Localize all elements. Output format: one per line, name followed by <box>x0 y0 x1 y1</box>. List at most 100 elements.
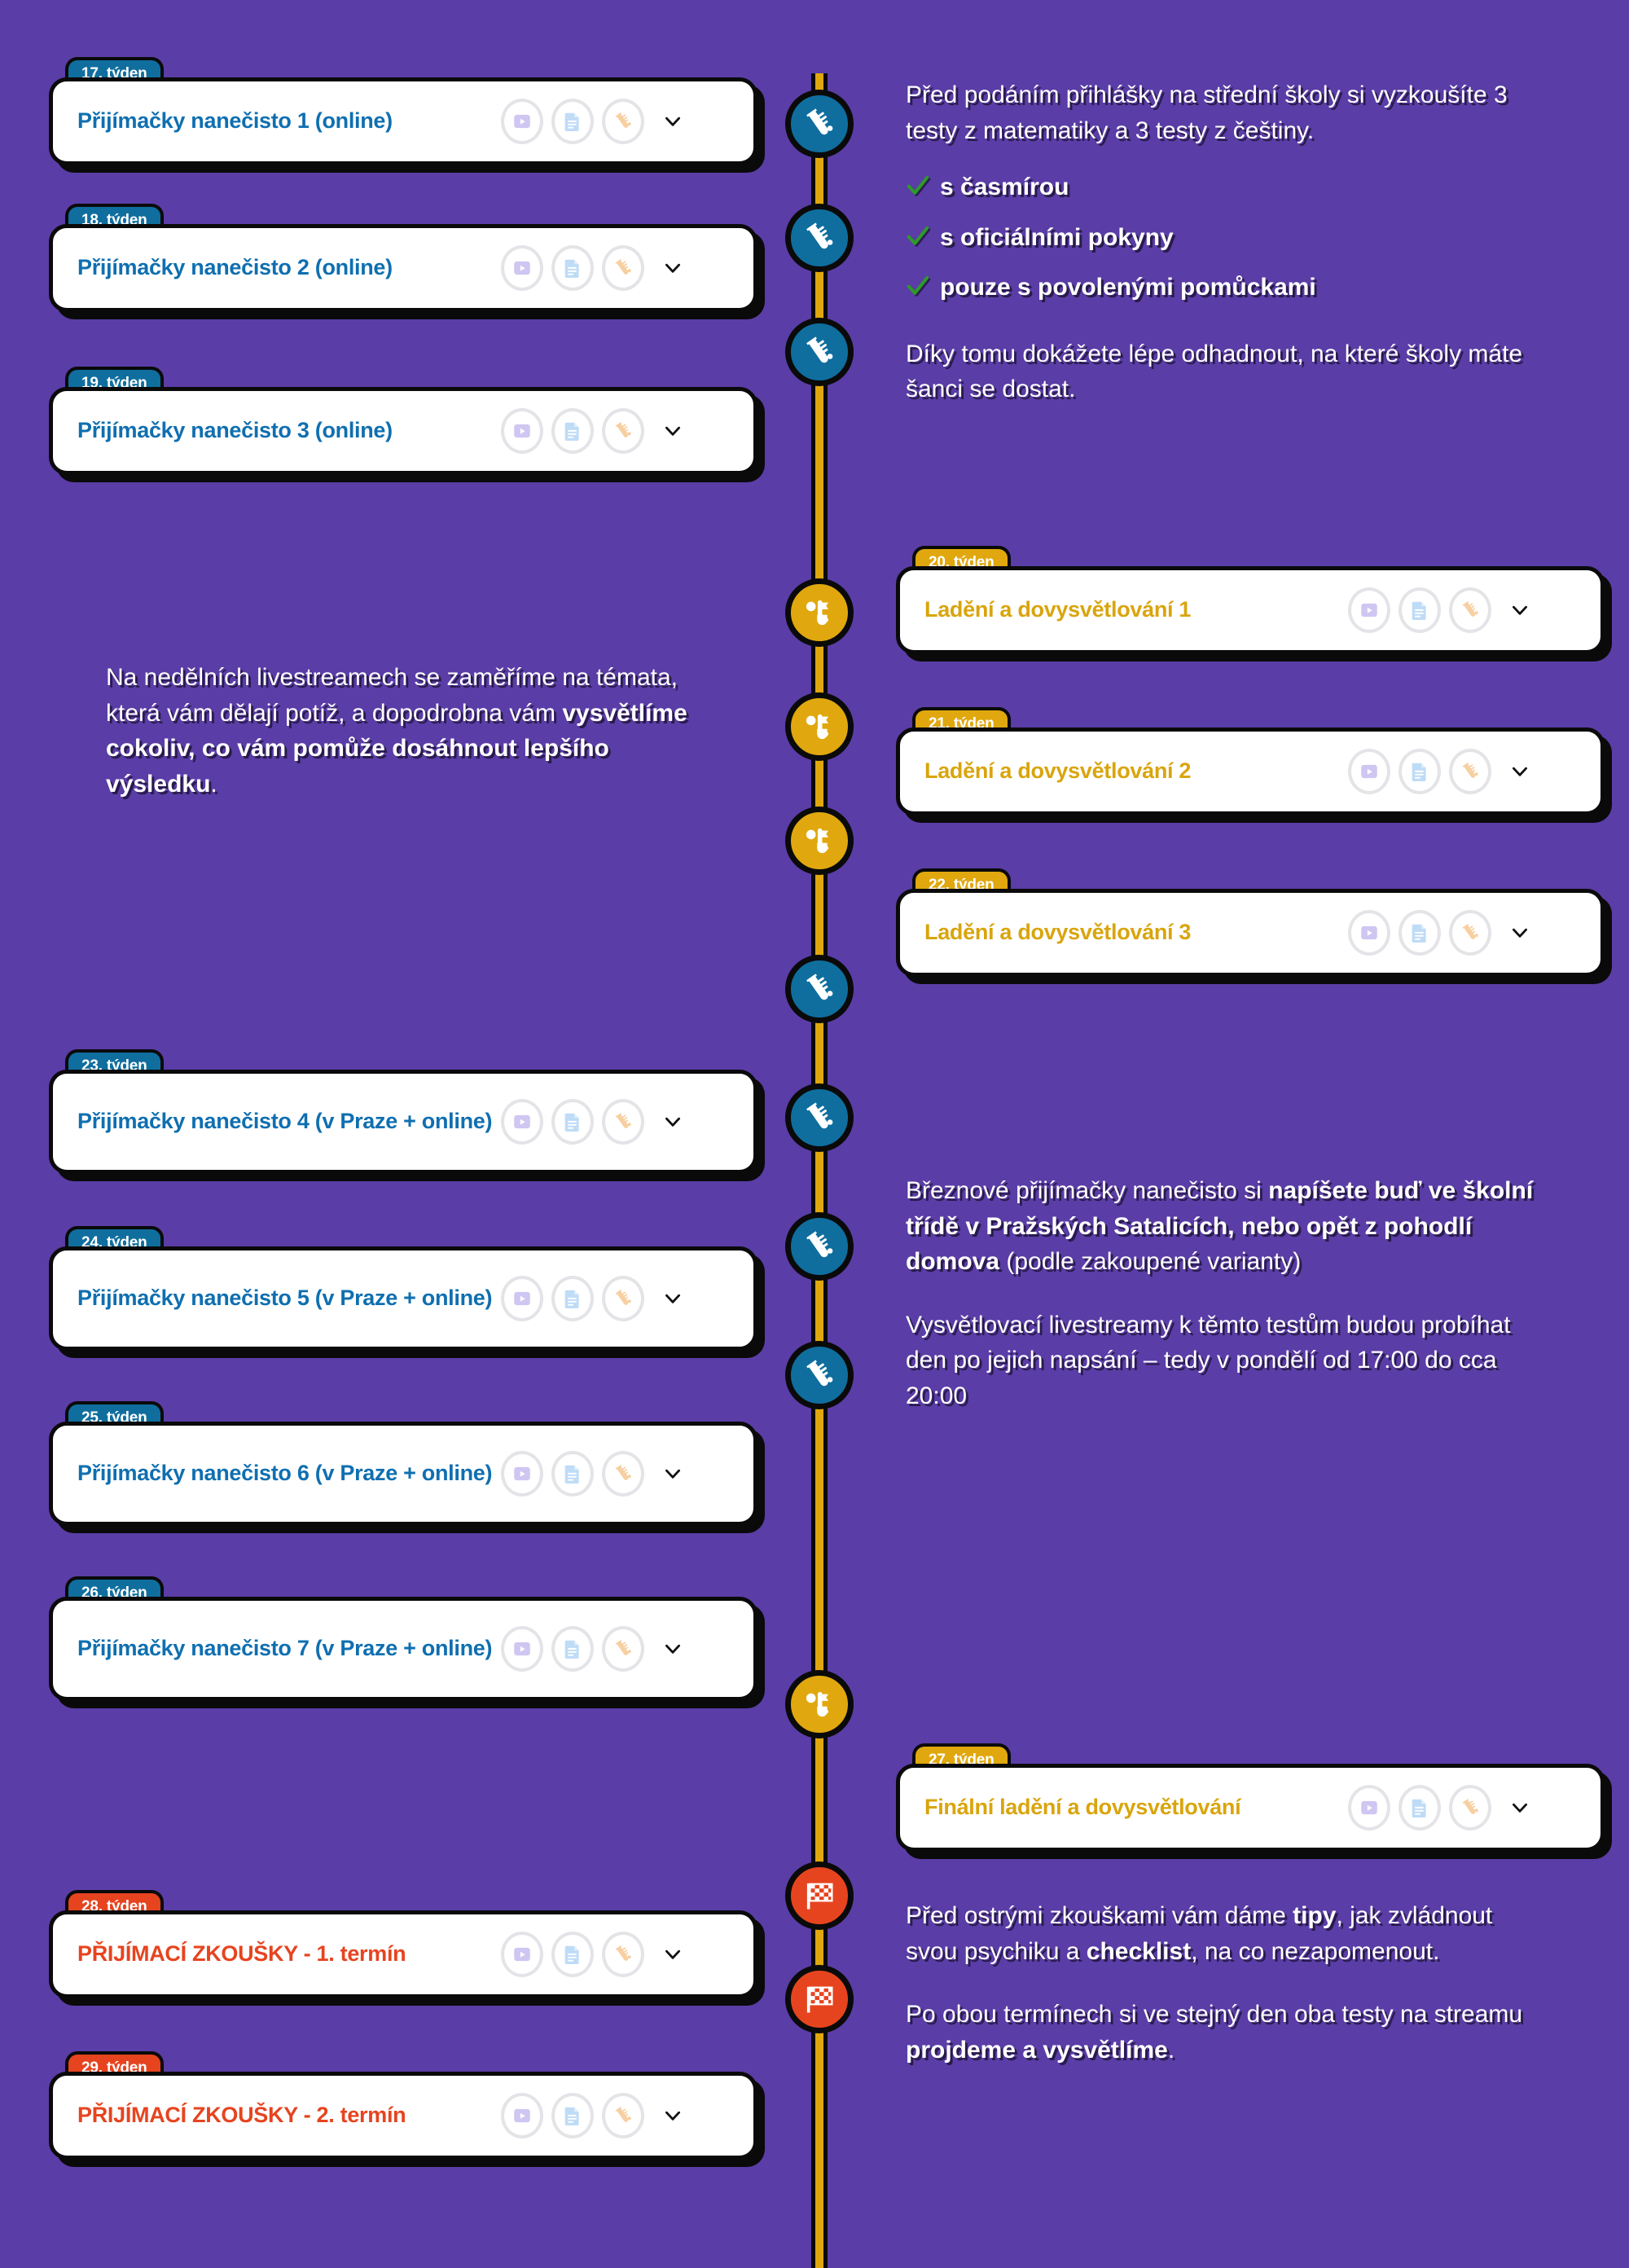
test-tube-icon <box>1460 761 1481 782</box>
card-body[interactable]: Přijímačky nanečisto 3 (online) <box>49 387 757 475</box>
card-body[interactable]: Přijímačky nanečisto 2 (online) <box>49 224 757 312</box>
resource-play-icon[interactable] <box>1348 749 1390 794</box>
expand-chevron-down-icon[interactable] <box>659 1463 687 1484</box>
resource-play-icon[interactable] <box>501 1626 543 1672</box>
test-tube-icon <box>1460 922 1481 943</box>
resource-play-icon[interactable] <box>1348 1785 1390 1831</box>
expand-chevron-down-icon[interactable] <box>659 1111 687 1132</box>
card-body[interactable]: Přijímačky nanečisto 5 (v Praze + online… <box>49 1246 757 1351</box>
card-resource-icons <box>1348 1785 1491 1831</box>
card-body[interactable]: Ladění a dovysvětlování 3 <box>896 889 1605 977</box>
card-title: Finální ladění a dovysvětlování <box>924 1795 1241 1820</box>
resource-test-tube-icon[interactable] <box>602 408 644 454</box>
card-body[interactable]: Ladění a dovysvětlování 1 <box>896 566 1605 654</box>
test-tube-icon <box>801 1357 837 1393</box>
resource-document-icon[interactable] <box>551 1626 594 1672</box>
resource-test-tube-icon[interactable] <box>1449 587 1491 633</box>
card-body[interactable]: Přijímačky nanečisto 6 (v Praze + online… <box>49 1422 757 1526</box>
benefit-label: s oficiálními pokyny <box>940 223 1174 251</box>
lesson-card-card-26[interactable]: 26. týden Přijímačky nanečisto 7 (v Praze… <box>49 1576 757 1701</box>
resource-test-tube-icon[interactable] <box>602 1276 644 1321</box>
lesson-card-card-24[interactable]: 24. týden Přijímačky nanečisto 5 (v Praze… <box>49 1226 757 1351</box>
lightbulb-idea-icon <box>801 1686 837 1722</box>
chevron-down-icon <box>662 420 683 442</box>
resource-document-icon[interactable] <box>551 1451 594 1497</box>
document-icon <box>1409 600 1430 621</box>
expand-chevron-down-icon[interactable] <box>659 1944 687 1965</box>
lesson-card-card-27[interactable]: 27. týden Finální ladění a dovysvětlování <box>896 1743 1605 1852</box>
card-body[interactable]: Přijímačky nanečisto 4 (v Praze + online… <box>49 1070 757 1174</box>
check-icon <box>906 274 930 298</box>
lesson-card-card-19[interactable]: 19. týden Přijímačky nanečisto 3 (online) <box>49 367 757 475</box>
resource-play-icon[interactable] <box>501 1276 543 1321</box>
resource-test-tube-icon[interactable] <box>602 1932 644 1977</box>
resource-test-tube-icon[interactable] <box>602 99 644 144</box>
resource-document-icon[interactable] <box>551 99 594 144</box>
lesson-card-card-23[interactable]: 23. týden Přijímačky nanečisto 4 (v Praze… <box>49 1049 757 1174</box>
resource-test-tube-icon[interactable] <box>1449 1785 1491 1831</box>
card-resource-icons <box>501 1451 644 1497</box>
resource-test-tube-icon[interactable] <box>602 2093 644 2138</box>
lesson-card-card-25[interactable]: 25. týden Přijímačky nanečisto 6 (v Praze… <box>49 1401 757 1526</box>
resource-document-icon[interactable] <box>551 408 594 454</box>
resource-play-icon[interactable] <box>501 2093 543 2138</box>
expand-chevron-down-icon[interactable] <box>659 420 687 442</box>
resource-play-icon[interactable] <box>501 1451 543 1497</box>
resource-test-tube-icon[interactable] <box>602 1099 644 1145</box>
expand-chevron-down-icon[interactable] <box>1506 1797 1534 1818</box>
resource-document-icon[interactable] <box>551 1932 594 1977</box>
test-tube-icon <box>613 1944 634 1965</box>
expand-chevron-down-icon[interactable] <box>659 1288 687 1309</box>
resource-play-icon[interactable] <box>501 245 543 291</box>
expand-chevron-down-icon[interactable] <box>1506 600 1534 621</box>
expand-chevron-down-icon[interactable] <box>1506 761 1534 782</box>
card-body[interactable]: PŘIJÍMACÍ ZKOUŠKY - 1. termín <box>49 1910 757 1998</box>
resource-document-icon[interactable] <box>551 1276 594 1321</box>
card-body[interactable]: Ladění a dovysvětlování 2 <box>896 727 1605 815</box>
resource-test-tube-icon[interactable] <box>602 1451 644 1497</box>
resource-document-icon[interactable] <box>551 1099 594 1145</box>
resource-document-icon[interactable] <box>1398 910 1441 956</box>
resource-test-tube-icon[interactable] <box>1449 749 1491 794</box>
resource-document-icon[interactable] <box>1398 749 1441 794</box>
card-body[interactable]: Přijímačky nanečisto 1 (online) <box>49 77 757 165</box>
lesson-card-card-17[interactable]: 17. týden Přijímačky nanečisto 1 (online) <box>49 57 757 165</box>
play-icon <box>1359 922 1380 943</box>
expand-chevron-down-icon[interactable] <box>1506 922 1534 943</box>
lesson-card-card-28[interactable]: 28. týden PŘIJÍMACÍ ZKOUŠKY - 1. termín <box>49 1890 757 1998</box>
resource-document-icon[interactable] <box>551 245 594 291</box>
play-icon <box>512 1638 533 1659</box>
play-icon <box>512 1944 533 1965</box>
resource-play-icon[interactable] <box>1348 910 1390 956</box>
expand-chevron-down-icon[interactable] <box>659 2105 687 2126</box>
resource-document-icon[interactable] <box>1398 587 1441 633</box>
lesson-card-card-20[interactable]: 20. týden Ladění a dovysvětlování 1 <box>896 546 1605 654</box>
check-icon <box>906 173 930 209</box>
expand-chevron-down-icon[interactable] <box>659 111 687 132</box>
resource-play-icon[interactable] <box>501 99 543 144</box>
card-body[interactable]: Přijímačky nanečisto 7 (v Praze + online… <box>49 1597 757 1701</box>
card-title: PŘIJÍMACÍ ZKOUŠKY - 1. termín <box>77 1941 406 1967</box>
resource-test-tube-icon[interactable] <box>1449 910 1491 956</box>
resource-test-tube-icon[interactable] <box>602 1626 644 1672</box>
chevron-down-icon <box>662 1944 683 1965</box>
test-tube-icon <box>613 1288 634 1309</box>
chevron-down-icon <box>662 257 683 279</box>
card-body[interactable]: PŘIJÍMACÍ ZKOUŠKY - 2. termín <box>49 2072 757 2160</box>
resource-document-icon[interactable] <box>1398 1785 1441 1831</box>
resource-play-icon[interactable] <box>501 1099 543 1145</box>
resource-test-tube-icon[interactable] <box>602 245 644 291</box>
expand-chevron-down-icon[interactable] <box>659 1638 687 1659</box>
resource-document-icon[interactable] <box>551 2093 594 2138</box>
lesson-card-card-18[interactable]: 18. týden Přijímačky nanečisto 2 (online) <box>49 204 757 312</box>
timeline-node-yellow-11 <box>785 1670 854 1738</box>
lesson-card-card-22[interactable]: 22. týden Ladění a dovysvětlování 3 <box>896 868 1605 977</box>
lesson-card-card-21[interactable]: 21. týden Ladění a dovysvětlování 2 <box>896 707 1605 815</box>
resource-play-icon[interactable] <box>1348 587 1390 633</box>
resource-play-icon[interactable] <box>501 408 543 454</box>
card-body[interactable]: Finální ladění a dovysvětlování <box>896 1764 1605 1852</box>
lesson-card-card-29[interactable]: 29. týden PŘIJÍMACÍ ZKOUŠKY - 2. termín <box>49 2051 757 2160</box>
expand-chevron-down-icon[interactable] <box>659 257 687 279</box>
resource-play-icon[interactable] <box>501 1932 543 1977</box>
chevron-down-icon <box>662 1463 683 1484</box>
